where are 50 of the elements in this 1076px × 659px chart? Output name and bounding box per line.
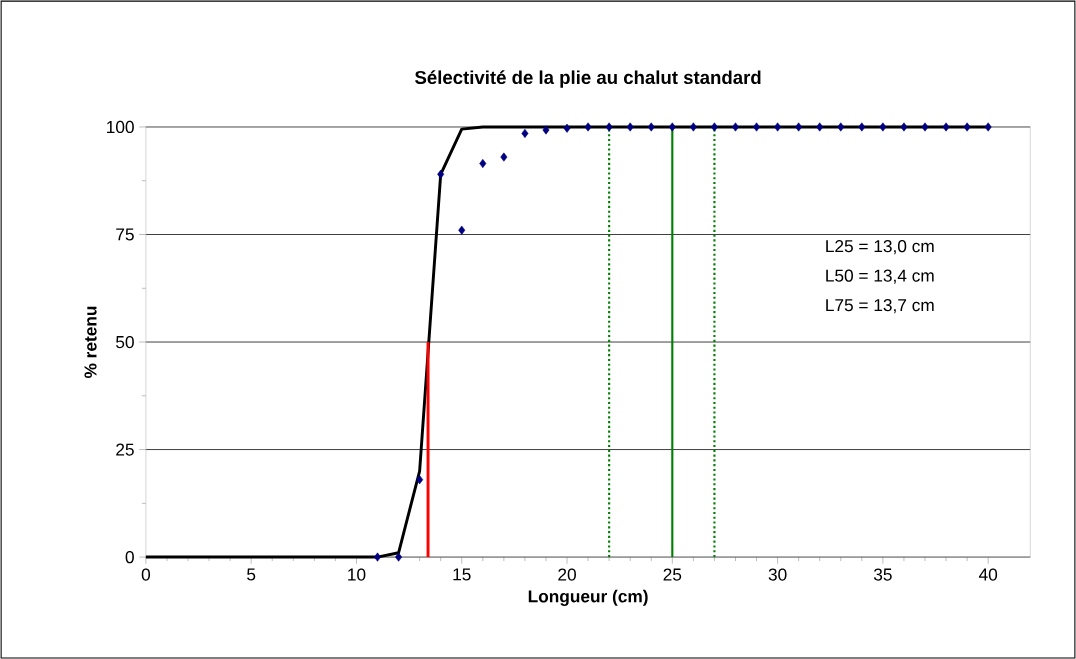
point	[900, 122, 908, 132]
point	[732, 122, 739, 132]
point	[584, 122, 592, 132]
point	[963, 122, 971, 132]
point	[753, 122, 760, 132]
point	[837, 122, 845, 132]
point	[626, 122, 634, 132]
point	[563, 123, 571, 133]
point	[521, 128, 529, 138]
y-tick-label: 100	[107, 120, 134, 134]
x-tick-label: 25	[663, 568, 682, 581]
point	[668, 122, 676, 132]
point	[647, 122, 655, 132]
point	[500, 152, 508, 162]
x-axis-title: Longueur (cm)	[528, 589, 648, 606]
y-tick-label: 25	[116, 443, 134, 456]
point	[816, 122, 824, 132]
point	[984, 122, 992, 132]
point	[879, 122, 887, 132]
annotation: L25 = 13,0 cm	[826, 239, 934, 255]
x-tick-label: 40	[978, 568, 998, 581]
point	[395, 552, 403, 562]
x-tick-label: 20	[558, 568, 576, 581]
point	[458, 225, 466, 235]
x-tick-label: 5	[247, 568, 256, 581]
point	[921, 122, 929, 132]
point	[437, 169, 445, 179]
x-tick-label: 15	[453, 568, 471, 581]
x-tick-label: 30	[768, 568, 787, 581]
point	[795, 122, 803, 132]
point	[605, 122, 613, 132]
x-tick-label: 35	[873, 568, 892, 581]
annotation: L75 = 13,7 cm	[826, 298, 934, 314]
point	[374, 552, 381, 562]
chart-title: Sélectivité de la plie au chalut standard	[415, 70, 761, 88]
point	[542, 125, 550, 135]
y-tick-label: 75	[116, 228, 134, 241]
y-tick-label: 50	[116, 335, 134, 349]
y-tick-label: 0	[125, 550, 134, 564]
y-axis-title: % retenu	[84, 306, 97, 378]
point	[774, 122, 782, 132]
point	[416, 475, 424, 485]
point	[942, 122, 950, 132]
point	[858, 122, 866, 132]
x-tick-label: 0	[141, 568, 151, 581]
annotation: L50 = 13,4 cm	[826, 269, 934, 284]
point	[689, 122, 697, 132]
x-tick-label: 10	[348, 568, 366, 581]
point	[710, 122, 718, 132]
point	[479, 158, 487, 168]
